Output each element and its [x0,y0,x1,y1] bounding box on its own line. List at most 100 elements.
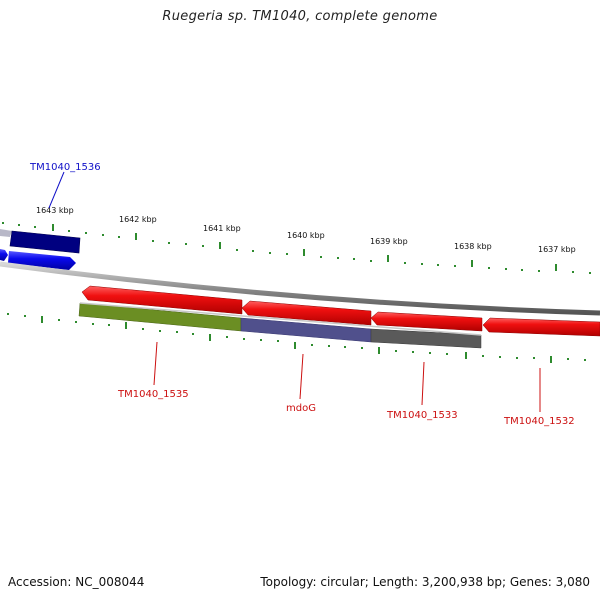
tick-minor [516,357,518,359]
forward-strand-track [0,229,81,270]
tick-minor [176,331,178,333]
tick-major [387,255,389,262]
tick-minor [353,258,355,260]
kbp-label: 1639 kbp [370,237,408,246]
leader-line-tm1040-1533 [421,361,425,406]
tick-major [125,322,127,329]
tick-minor [521,269,523,271]
leader-line-tm1040-1536 [48,171,65,209]
tick-minor [311,344,313,346]
tick-minor [226,336,228,338]
leader-line-mdog [299,353,304,400]
kbp-label: 1638 kbp [454,242,492,251]
tick-minor [454,265,456,267]
tick-minor [192,333,194,335]
tick-minor [499,356,501,358]
kbp-ruler-lower [7,313,586,363]
tick-minor [488,267,490,269]
tick-minor [337,257,339,259]
gene-arrow-tm1040-1536[interactable] [8,251,76,270]
tick-major [378,347,380,354]
leader-line-tm1040-1535 [153,341,158,386]
tick-minor [482,355,484,357]
gene-arrow-tm1040-1533[interactable] [370,311,483,332]
gene-label-tm1040-1533[interactable]: TM1040_1533 [386,410,458,421]
kbp-label: 1641 kbp [203,224,241,233]
gene-label-tm1040-1532[interactable]: TM1040_1532 [503,416,575,427]
tick-minor [92,323,94,325]
tick-minor [404,262,406,264]
tick-minor [185,243,187,245]
tick-minor [202,245,204,247]
tick-minor [236,249,238,251]
tick-minor [505,268,507,270]
tick-minor [533,357,535,359]
tick-major [465,352,467,359]
tick-minor [75,321,77,323]
tick-minor [429,352,431,354]
tick-minor [584,359,586,361]
kbp-ruler-upper [2,222,591,274]
tick-minor [142,328,144,330]
tick-minor [277,340,279,342]
tick-major [550,356,552,363]
feature-segment-gray [370,328,482,349]
tick-major [294,342,296,349]
tick-minor [286,253,288,255]
tick-minor [18,224,20,226]
tick-major [555,264,557,271]
tick-major [209,334,211,341]
gene-arrow-mdog[interactable] [241,300,372,326]
tick-minor [2,222,4,224]
kbp-label: 1637 kbp [538,245,576,254]
tick-minor [152,240,154,242]
tick-minor [269,252,271,254]
tick-major [303,249,305,256]
tick-minor [58,319,60,321]
gene-arrow-tm1040-1535[interactable] [81,285,243,315]
tick-minor [243,338,245,340]
tick-minor [102,234,104,236]
kbp-label: 1643 kbp [36,206,74,215]
tick-minor [118,236,120,238]
accession-text: Accession: NC_008044 [8,575,145,589]
tick-minor [168,242,170,244]
tick-minor [446,353,448,355]
tick-major [135,233,137,240]
feature-bar-highlight [79,302,482,336]
tick-minor [538,270,540,272]
tick-minor [252,250,254,252]
tick-minor [159,330,161,332]
tick-minor [567,358,569,360]
kbp-label: 1640 kbp [287,231,325,240]
gene-label-mdog[interactable]: mdoG [286,403,316,414]
tick-minor [108,324,110,326]
tick-minor [412,351,414,353]
tick-major [471,260,473,267]
tick-minor [24,315,26,317]
tick-major [52,224,54,231]
tick-minor [361,347,363,349]
tick-minor [7,313,9,315]
chromosome-backbone [0,261,600,316]
tick-minor [68,230,70,232]
tick-minor [421,263,423,265]
kbp-label: 1642 kbp [119,215,157,224]
map-title: Ruegeria sp. TM1040, complete genome [162,9,438,24]
tick-major [219,242,221,249]
tick-minor [572,271,574,273]
feature-bar [78,302,482,349]
tick-minor [85,232,87,234]
gene-label-tm1040-1536[interactable]: TM1040_1536 [29,162,101,173]
tick-minor [34,226,36,228]
tick-minor [320,256,322,258]
gene-arrow-left-fragment[interactable] [0,249,8,261]
tick-minor [370,260,372,262]
tick-minor [395,350,397,352]
gene-label-tm1040-1535[interactable]: TM1040_1535 [117,389,189,400]
gene-block-tm1040-1536[interactable] [9,230,81,254]
gene-block-fragment [0,229,12,237]
tick-minor [344,346,346,348]
gene-arrow-tm1040-1532[interactable] [482,317,600,337]
